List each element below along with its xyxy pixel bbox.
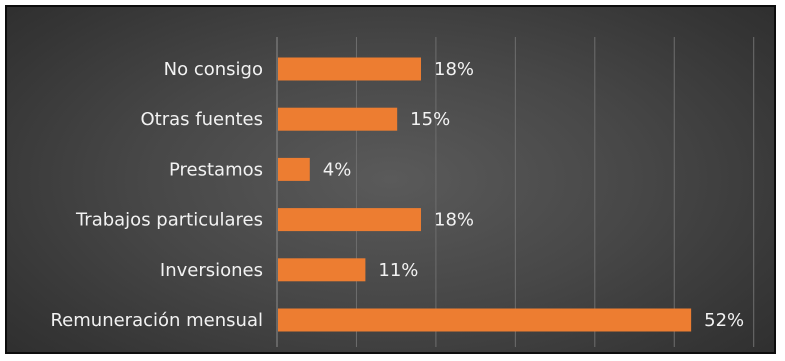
category-label: No consigo: [164, 59, 263, 80]
value-label: 52%: [704, 310, 744, 331]
bar: [278, 258, 366, 282]
bar: [278, 208, 422, 232]
bar: [278, 308, 692, 332]
category-label: Prestamos: [169, 159, 263, 180]
category-label: Otras fuentes: [141, 109, 264, 130]
bar: [278, 107, 398, 131]
bar: [278, 157, 310, 181]
chart-frame: No consigo 18% Otras fuentes 15% Prestamos 4%…: [5, 5, 776, 354]
value-label: 18%: [434, 59, 474, 80]
value-label: 11%: [378, 260, 418, 281]
bar: [278, 57, 422, 81]
category-label: Inversiones: [160, 260, 263, 281]
value-label: 4%: [323, 159, 352, 180]
gridlines: [355, 37, 755, 347]
category-label: Trabajos particulares: [75, 210, 263, 231]
bar-chart: No consigo 18% Otras fuentes 15% Prestamos 4%…: [50, 37, 755, 347]
value-label: 15%: [410, 109, 450, 130]
category-label: Remuneración mensual: [50, 310, 263, 331]
value-label: 18%: [434, 210, 474, 231]
